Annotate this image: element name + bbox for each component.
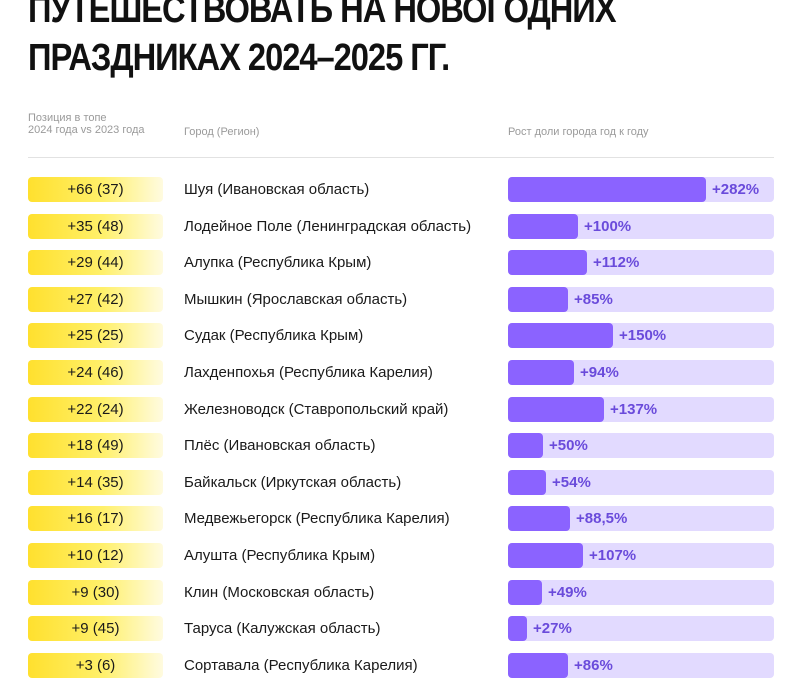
bar-track: +49%	[508, 579, 774, 605]
city-label: Алушта (Республика Крым)	[184, 547, 376, 564]
bar-track: +150%	[508, 323, 774, 349]
column-header-position-line1: Позиция в топе	[28, 112, 107, 124]
rank-badge: +24 (46)	[28, 360, 163, 385]
bar-track: +137%	[508, 396, 774, 422]
city-label: Железноводск (Ставропольский край)	[184, 400, 449, 418]
column-header-position-line2: 2024 года vs 2023 года	[28, 124, 145, 136]
rank-badge: +9 (45)	[28, 616, 163, 642]
bar-track: +85%	[508, 286, 774, 312]
bar	[508, 396, 604, 422]
city-label: Алупка (Республика Крым)	[184, 254, 372, 272]
chart-row: +9 (30) Клин (Московская область) +49%	[0, 579, 800, 606]
bar-track: +50%	[508, 433, 774, 459]
bar	[508, 323, 613, 349]
rank-badge: +35 (48)	[28, 213, 163, 239]
bar-value-label: +112%	[593, 254, 640, 272]
column-header-growth: Рост доли города год к году	[508, 126, 649, 138]
chart-row: +22 (24) Железноводск (Ставропольский кра…	[0, 396, 800, 423]
bar	[508, 652, 568, 678]
city-label: Плёс (Ивановская область)	[184, 437, 376, 455]
city-label: Сортавала (Республика Карелия)	[184, 656, 418, 674]
chart-row: +35 (48) Лодейное Поле (Ленинградская обл…	[0, 213, 800, 240]
bar	[508, 579, 542, 605]
chart-row: +16 (17) Медвежьегорск (Республика Карели…	[0, 506, 800, 532]
city-label: Медвежьегорск (Республика Карелия)	[184, 510, 450, 528]
rank-badge: +10 (12)	[28, 543, 163, 568]
bar-track: +86%	[508, 652, 774, 678]
rank-badge: +25 (25)	[28, 323, 163, 349]
title-line-1: ПУТЕШЕСТВОВАТЬ НА НОВОГОДНИХ	[28, 0, 617, 31]
column-header-city: Город (Регион)	[184, 126, 260, 138]
header-divider	[28, 157, 774, 158]
rank-badge: +3 (6)	[28, 652, 163, 678]
bar-value-label: +100%	[584, 217, 632, 235]
bar-track: +94%	[508, 360, 774, 385]
chart-row: +24 (46) Лахденпохья (Республика Карелия)…	[0, 360, 800, 386]
bar-value-label: +50%	[549, 437, 588, 455]
bar	[508, 360, 574, 385]
bar	[508, 177, 706, 202]
rank-badge: +22 (24)	[28, 396, 163, 422]
city-label: Таруса (Калужская область)	[184, 620, 381, 638]
bar-value-label: +282%	[712, 181, 760, 198]
bar-track: +88,5%	[508, 506, 774, 532]
bar-value-label: +86%	[574, 656, 613, 674]
bar	[508, 543, 583, 568]
page-title: ПУТЕШЕСТВОВАТЬ НА НОВОГОДНИХ ПРАЗДНИКАХ …	[28, 0, 682, 82]
chart-row: +27 (42) Мышкин (Ярославская область) +85%	[0, 286, 800, 313]
city-label: Лодейное Поле (Ленинградская область)	[184, 217, 472, 235]
rank-badge: +14 (35)	[28, 469, 163, 495]
city-label: Лахденпохья (Республика Карелия)	[184, 364, 433, 381]
bar	[508, 433, 543, 459]
bar	[508, 469, 546, 495]
bar-value-label: +94%	[580, 364, 619, 381]
bar-track: +112%	[508, 250, 774, 276]
chart-row: +25 (25) Судак (Республика Крым) +150%	[0, 323, 800, 349]
city-label: Судак (Республика Крым)	[184, 327, 364, 345]
chart-row: +14 (35) Байкальск (Иркутская область) +54…	[0, 469, 800, 496]
bar-track: +282%	[508, 177, 774, 202]
bar	[508, 286, 568, 312]
rank-badge: +18 (49)	[28, 433, 163, 459]
column-header-position: Позиция в топе 2024 года vs 2023 года	[28, 112, 168, 136]
rank-badge: +66 (37)	[28, 177, 163, 202]
bar-value-label: +88,5%	[576, 510, 628, 528]
chart-row: +18 (49) Плёс (Ивановская область) +50%	[0, 433, 800, 459]
city-label: Байкальск (Иркутская область)	[184, 473, 402, 491]
bar	[508, 213, 578, 239]
chart-row: +9 (45) Таруса (Калужская область) +27%	[0, 616, 800, 642]
bar-value-label: +150%	[619, 327, 667, 345]
bar-value-label: +54%	[552, 473, 591, 491]
bar-track: +54%	[508, 469, 774, 495]
title-line-2: ПРАЗДНИКАХ 2024–2025 ГГ.	[28, 37, 450, 79]
bar-value-label: +137%	[610, 400, 658, 418]
rank-badge: +9 (30)	[28, 579, 163, 605]
bar-value-label: +27%	[533, 620, 572, 638]
rank-badge: +29 (44)	[28, 250, 163, 276]
bar-track: +100%	[508, 213, 774, 239]
bar	[508, 250, 587, 276]
chart-row: +66 (37) Шуя (Ивановская область) +282%	[0, 177, 800, 203]
chart-row: +29 (44) Алупка (Республика Крым) +112%	[0, 250, 800, 276]
rank-badge: +27 (42)	[28, 286, 163, 312]
bar-value-label: +107%	[589, 547, 637, 564]
city-label: Клин (Московская область)	[184, 583, 375, 601]
rank-badge: +16 (17)	[28, 506, 163, 532]
bar	[508, 506, 570, 532]
city-label: Мышкин (Ярославская область)	[184, 290, 408, 308]
chart-row: +3 (6) Сортавала (Республика Карелия) +86%	[0, 652, 800, 679]
bar-track: +107%	[508, 543, 774, 568]
chart-row: +10 (12) Алушта (Республика Крым) +107%	[0, 543, 800, 569]
bar	[508, 616, 527, 642]
bar-value-label: +49%	[548, 583, 587, 601]
bar-value-label: +85%	[574, 290, 613, 308]
bar-track: +27%	[508, 616, 774, 642]
city-label: Шуя (Ивановская область)	[184, 181, 370, 198]
